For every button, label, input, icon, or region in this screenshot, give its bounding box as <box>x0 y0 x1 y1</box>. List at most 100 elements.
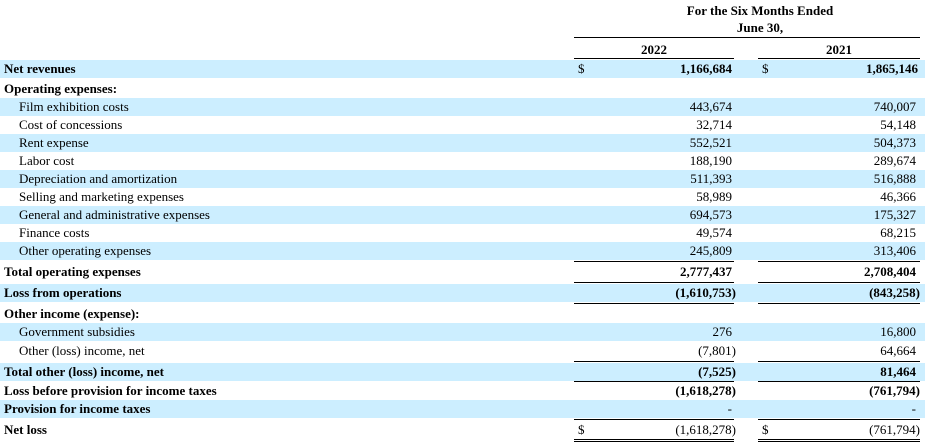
row-film-exhibition-costs: Film exhibition costs 443,674 740,007 <box>0 98 925 116</box>
row-label: Selling and marketing expenses <box>19 189 184 204</box>
value-2022: (1,618,278) <box>675 422 736 437</box>
row-net-revenues: Net revenues $ 1,166,684 $ 1,865,146 <box>0 60 925 78</box>
value-2021: 81,464 <box>880 364 916 379</box>
value-2021: 16,800 <box>880 324 916 339</box>
row-finance-costs: Finance costs 49,574 68,215 <box>0 224 925 242</box>
currency-symbol: $ <box>762 422 769 437</box>
value-2021: (843,258) <box>869 285 920 300</box>
value-2021: 54,148 <box>880 117 916 132</box>
value-2021: - <box>911 401 916 416</box>
value-2021: 46,366 <box>880 189 916 204</box>
row-label: Net revenues <box>4 61 76 76</box>
value-2022: (1,618,278) <box>675 383 736 398</box>
row-label: Government subsidies <box>19 324 135 339</box>
net-loss-double-rule-2022 <box>574 439 734 442</box>
currency-symbol: $ <box>578 422 585 437</box>
column-rule-2022 <box>574 58 734 59</box>
value-2021: 740,007 <box>873 99 916 114</box>
value-2021: 289,674 <box>873 153 916 168</box>
section-heading: Other income (expense): <box>4 306 140 321</box>
row-label: Total operating expenses <box>4 264 141 279</box>
period-header-line1: For the Six Months Ended <box>686 3 834 18</box>
value-2022: 552,521 <box>689 135 732 150</box>
other-rule-2022 <box>574 361 734 362</box>
currency-symbol: $ <box>762 61 769 76</box>
provision-rule-2021 <box>758 419 920 420</box>
value-2021: 313,406 <box>873 243 916 258</box>
total-rule-2021 <box>758 282 920 283</box>
value-2022: 245,809 <box>689 243 732 258</box>
value-2022: 1,166,684 <box>680 61 732 76</box>
column-rule-2021 <box>758 58 920 59</box>
row-label: Labor cost <box>19 153 75 168</box>
period-header-line2: June 30, <box>736 20 784 35</box>
row-label: Provision for income taxes <box>4 401 151 416</box>
row-provision-income-taxes: Provision for income taxes - - <box>0 400 925 418</box>
header-rule <box>574 37 920 38</box>
row-depreciation-amortization: Depreciation and amortization 511,393 51… <box>0 170 925 188</box>
row-label: Finance costs <box>19 225 90 240</box>
value-2022: 49,574 <box>696 225 732 240</box>
value-2022: 276 <box>712 324 733 339</box>
operations-rule-2021 <box>758 303 920 304</box>
row-other-income-heading: Other income (expense): <box>0 305 925 323</box>
value-2021: 504,373 <box>873 135 916 150</box>
value-2022: (7,801) <box>698 343 736 358</box>
row-other-operating-expenses: Other operating expenses 245,809 313,406 <box>0 242 925 260</box>
value-2022: 58,989 <box>696 189 732 204</box>
row-operating-expenses-heading: Operating expenses: <box>0 80 925 98</box>
row-label: General and administrative expenses <box>19 207 210 222</box>
row-total-other-income: Total other (loss) income, net (7,525) 8… <box>0 363 925 381</box>
value-2022: - <box>727 401 732 416</box>
row-label: Rent expense <box>19 135 89 150</box>
row-labor-cost: Labor cost 188,190 289,674 <box>0 152 925 170</box>
total-rule-2022 <box>574 282 734 283</box>
value-2022: 2,777,437 <box>680 264 732 279</box>
row-label: Loss from operations <box>4 285 122 300</box>
row-net-loss: Net loss $ (1,618,278) $ (761,794) <box>0 421 925 439</box>
total-other-rule-2021 <box>758 381 920 382</box>
row-government-subsidies: Government subsidies 276 16,800 <box>0 323 925 341</box>
value-2022: 32,714 <box>696 117 732 132</box>
value-2021: 64,664 <box>880 343 916 358</box>
subtotal-rule-2022 <box>574 261 734 262</box>
value-2022: 188,190 <box>689 153 732 168</box>
row-general-administrative: General and administrative expenses 694,… <box>0 206 925 224</box>
currency-symbol: $ <box>578 61 585 76</box>
value-2022: 443,674 <box>689 99 732 114</box>
value-2021: 2,708,404 <box>864 264 916 279</box>
subtotal-rule-2021 <box>758 261 920 262</box>
operations-rule-2022 <box>574 303 734 304</box>
row-rent-expense: Rent expense 552,521 504,373 <box>0 134 925 152</box>
row-label: Other (loss) income, net <box>19 343 145 358</box>
value-2022: 511,393 <box>690 171 732 186</box>
column-header-2021: 2021 <box>826 42 852 57</box>
row-label: Net loss <box>4 422 47 437</box>
row-label: Total other (loss) income, net <box>4 364 164 379</box>
value-2022: (1,610,753) <box>675 285 736 300</box>
other-rule-2021 <box>758 361 920 362</box>
row-loss-from-operations: Loss from operations (1,610,753) (843,25… <box>0 284 925 302</box>
section-heading: Operating expenses: <box>4 81 118 96</box>
row-label: Depreciation and amortization <box>19 171 178 186</box>
row-selling-marketing: Selling and marketing expenses 58,989 46… <box>0 188 925 206</box>
row-cost-of-concessions: Cost of concessions 32,714 54,148 <box>0 116 925 134</box>
provision-rule-2022 <box>574 419 734 420</box>
value-2021: (761,794) <box>869 383 920 398</box>
row-label: Cost of concessions <box>19 117 123 132</box>
value-2021: 516,888 <box>873 171 916 186</box>
value-2021: 175,327 <box>873 207 916 222</box>
column-header-2022: 2022 <box>641 42 667 57</box>
value-2021: 68,215 <box>880 225 916 240</box>
row-label: Film exhibition costs <box>19 99 129 114</box>
row-total-operating-expenses: Total operating expenses 2,777,437 2,708… <box>0 263 925 281</box>
value-2021: 1,865,146 <box>866 61 918 76</box>
row-loss-before-taxes: Loss before provision for income taxes (… <box>0 382 925 400</box>
value-2021: (761,794) <box>869 422 920 437</box>
value-2022: 694,573 <box>689 207 732 222</box>
total-other-rule-2022 <box>574 381 734 382</box>
row-label: Loss before provision for income taxes <box>4 383 217 398</box>
net-loss-double-rule-2021 <box>758 439 920 442</box>
row-label: Other operating expenses <box>19 243 152 258</box>
row-other-loss-income: Other (loss) income, net (7,801) 64,664 <box>0 342 925 360</box>
